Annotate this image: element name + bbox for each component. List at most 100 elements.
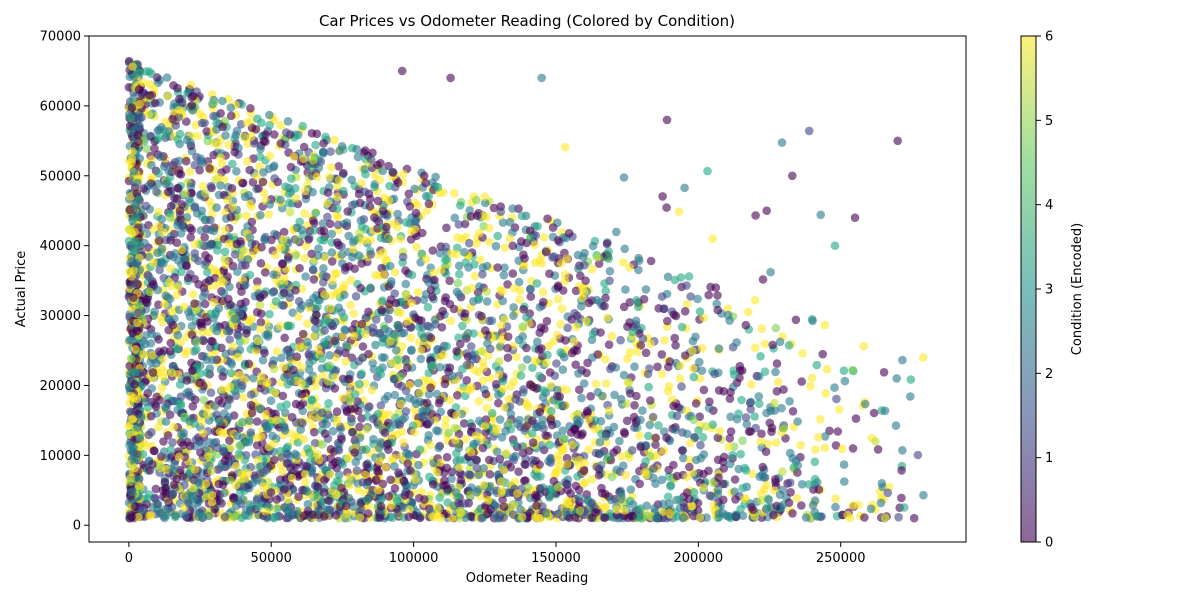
scatter-point xyxy=(450,213,460,223)
scatter-point xyxy=(663,272,673,282)
scatter-point xyxy=(894,512,903,522)
scatter-point xyxy=(478,270,487,279)
scatter-point xyxy=(419,295,429,305)
scatter-point xyxy=(675,495,684,504)
scatter-point xyxy=(213,443,222,452)
scatter-point xyxy=(379,248,388,257)
scatter-point xyxy=(226,103,236,112)
scatter-point xyxy=(562,453,572,463)
scatter-point xyxy=(505,233,515,243)
scatter-point xyxy=(425,417,435,426)
scatter-point xyxy=(163,187,173,197)
scatter-point xyxy=(453,492,462,502)
scatter-point xyxy=(254,184,263,193)
scatter-point xyxy=(368,323,378,332)
scatter-point xyxy=(441,415,451,425)
scatter-point xyxy=(300,186,310,196)
scatter-point xyxy=(433,182,443,192)
scatter-point xyxy=(560,270,570,279)
scatter-point xyxy=(428,480,438,489)
scatter-point xyxy=(671,341,680,350)
scatter-point xyxy=(161,130,171,140)
scatter-point xyxy=(285,207,295,217)
scatter-point xyxy=(166,445,176,455)
scatter-point xyxy=(778,485,788,495)
scatter-point xyxy=(326,304,335,314)
scatter-point xyxy=(342,406,352,415)
scatter-point xyxy=(172,345,182,354)
scatter-point xyxy=(303,499,313,509)
scatter-point xyxy=(575,417,584,426)
scatter-point xyxy=(385,181,394,191)
scatter-point xyxy=(279,485,289,494)
scatter-point xyxy=(806,381,815,391)
scatter-point xyxy=(531,490,540,500)
scatter-point xyxy=(535,371,544,381)
scatter-point xyxy=(339,290,349,300)
scatter-point xyxy=(442,341,452,351)
scatter-point xyxy=(411,399,421,409)
scatter-point xyxy=(750,412,759,421)
scatter-point xyxy=(738,511,748,520)
scatter-point xyxy=(423,302,433,312)
scatter-point xyxy=(260,235,270,245)
scatter-point xyxy=(231,130,240,140)
scatter-point xyxy=(286,376,295,386)
scatter-point xyxy=(328,276,337,286)
scatter-point xyxy=(640,468,650,477)
scatter-point xyxy=(206,388,216,398)
scatter-point xyxy=(713,291,722,300)
scatter-point xyxy=(279,362,288,372)
scatter-point xyxy=(303,319,312,329)
scatter-point xyxy=(771,367,780,377)
scatter-point xyxy=(742,420,752,429)
scatter-point xyxy=(593,350,602,359)
scatter-point xyxy=(719,387,729,396)
scatter-point xyxy=(358,342,368,351)
scatter-point xyxy=(300,253,310,263)
scatter-point xyxy=(154,347,164,356)
scatter-point xyxy=(209,98,219,108)
scatter-point xyxy=(195,110,205,119)
scatter-point xyxy=(545,269,554,279)
scatter-point xyxy=(542,358,551,368)
scatter-point xyxy=(333,192,342,202)
scatter-point xyxy=(797,501,806,510)
scatter-point xyxy=(481,389,491,399)
scatter-point xyxy=(557,304,567,313)
scatter-point xyxy=(128,447,137,456)
scatter-point xyxy=(376,502,386,511)
scatter-point xyxy=(596,448,605,458)
scatter-point xyxy=(467,283,477,293)
scatter-point xyxy=(375,457,384,466)
scatter-point xyxy=(175,380,185,389)
scatter-point xyxy=(145,272,154,282)
scatter-point xyxy=(301,272,310,281)
scatter-point xyxy=(675,374,685,383)
scatter-point xyxy=(352,466,362,475)
scatter-point xyxy=(630,423,639,432)
scatter-point xyxy=(724,442,734,452)
scatter-point xyxy=(204,253,214,263)
scatter-point xyxy=(619,370,629,380)
scatter-point xyxy=(375,175,385,185)
scatter-point xyxy=(332,407,342,416)
scatter-point xyxy=(295,263,304,273)
scatter-point xyxy=(265,151,275,161)
scatter-point xyxy=(788,509,797,518)
scatter-point xyxy=(636,415,645,425)
scatter-point xyxy=(404,512,414,522)
scatter-point xyxy=(679,453,688,463)
scatter-point xyxy=(186,80,196,90)
scatter-point xyxy=(859,341,869,351)
scatter-point xyxy=(657,369,667,379)
scatter-point xyxy=(758,275,768,284)
scatter-point xyxy=(497,486,507,495)
scatter-point xyxy=(388,513,397,522)
scatter-point xyxy=(764,495,773,504)
scatter-point xyxy=(127,240,136,250)
scatter-point xyxy=(283,442,293,452)
scatter-point xyxy=(461,434,471,444)
scatter-point xyxy=(235,308,244,317)
scatter-point xyxy=(162,73,172,82)
